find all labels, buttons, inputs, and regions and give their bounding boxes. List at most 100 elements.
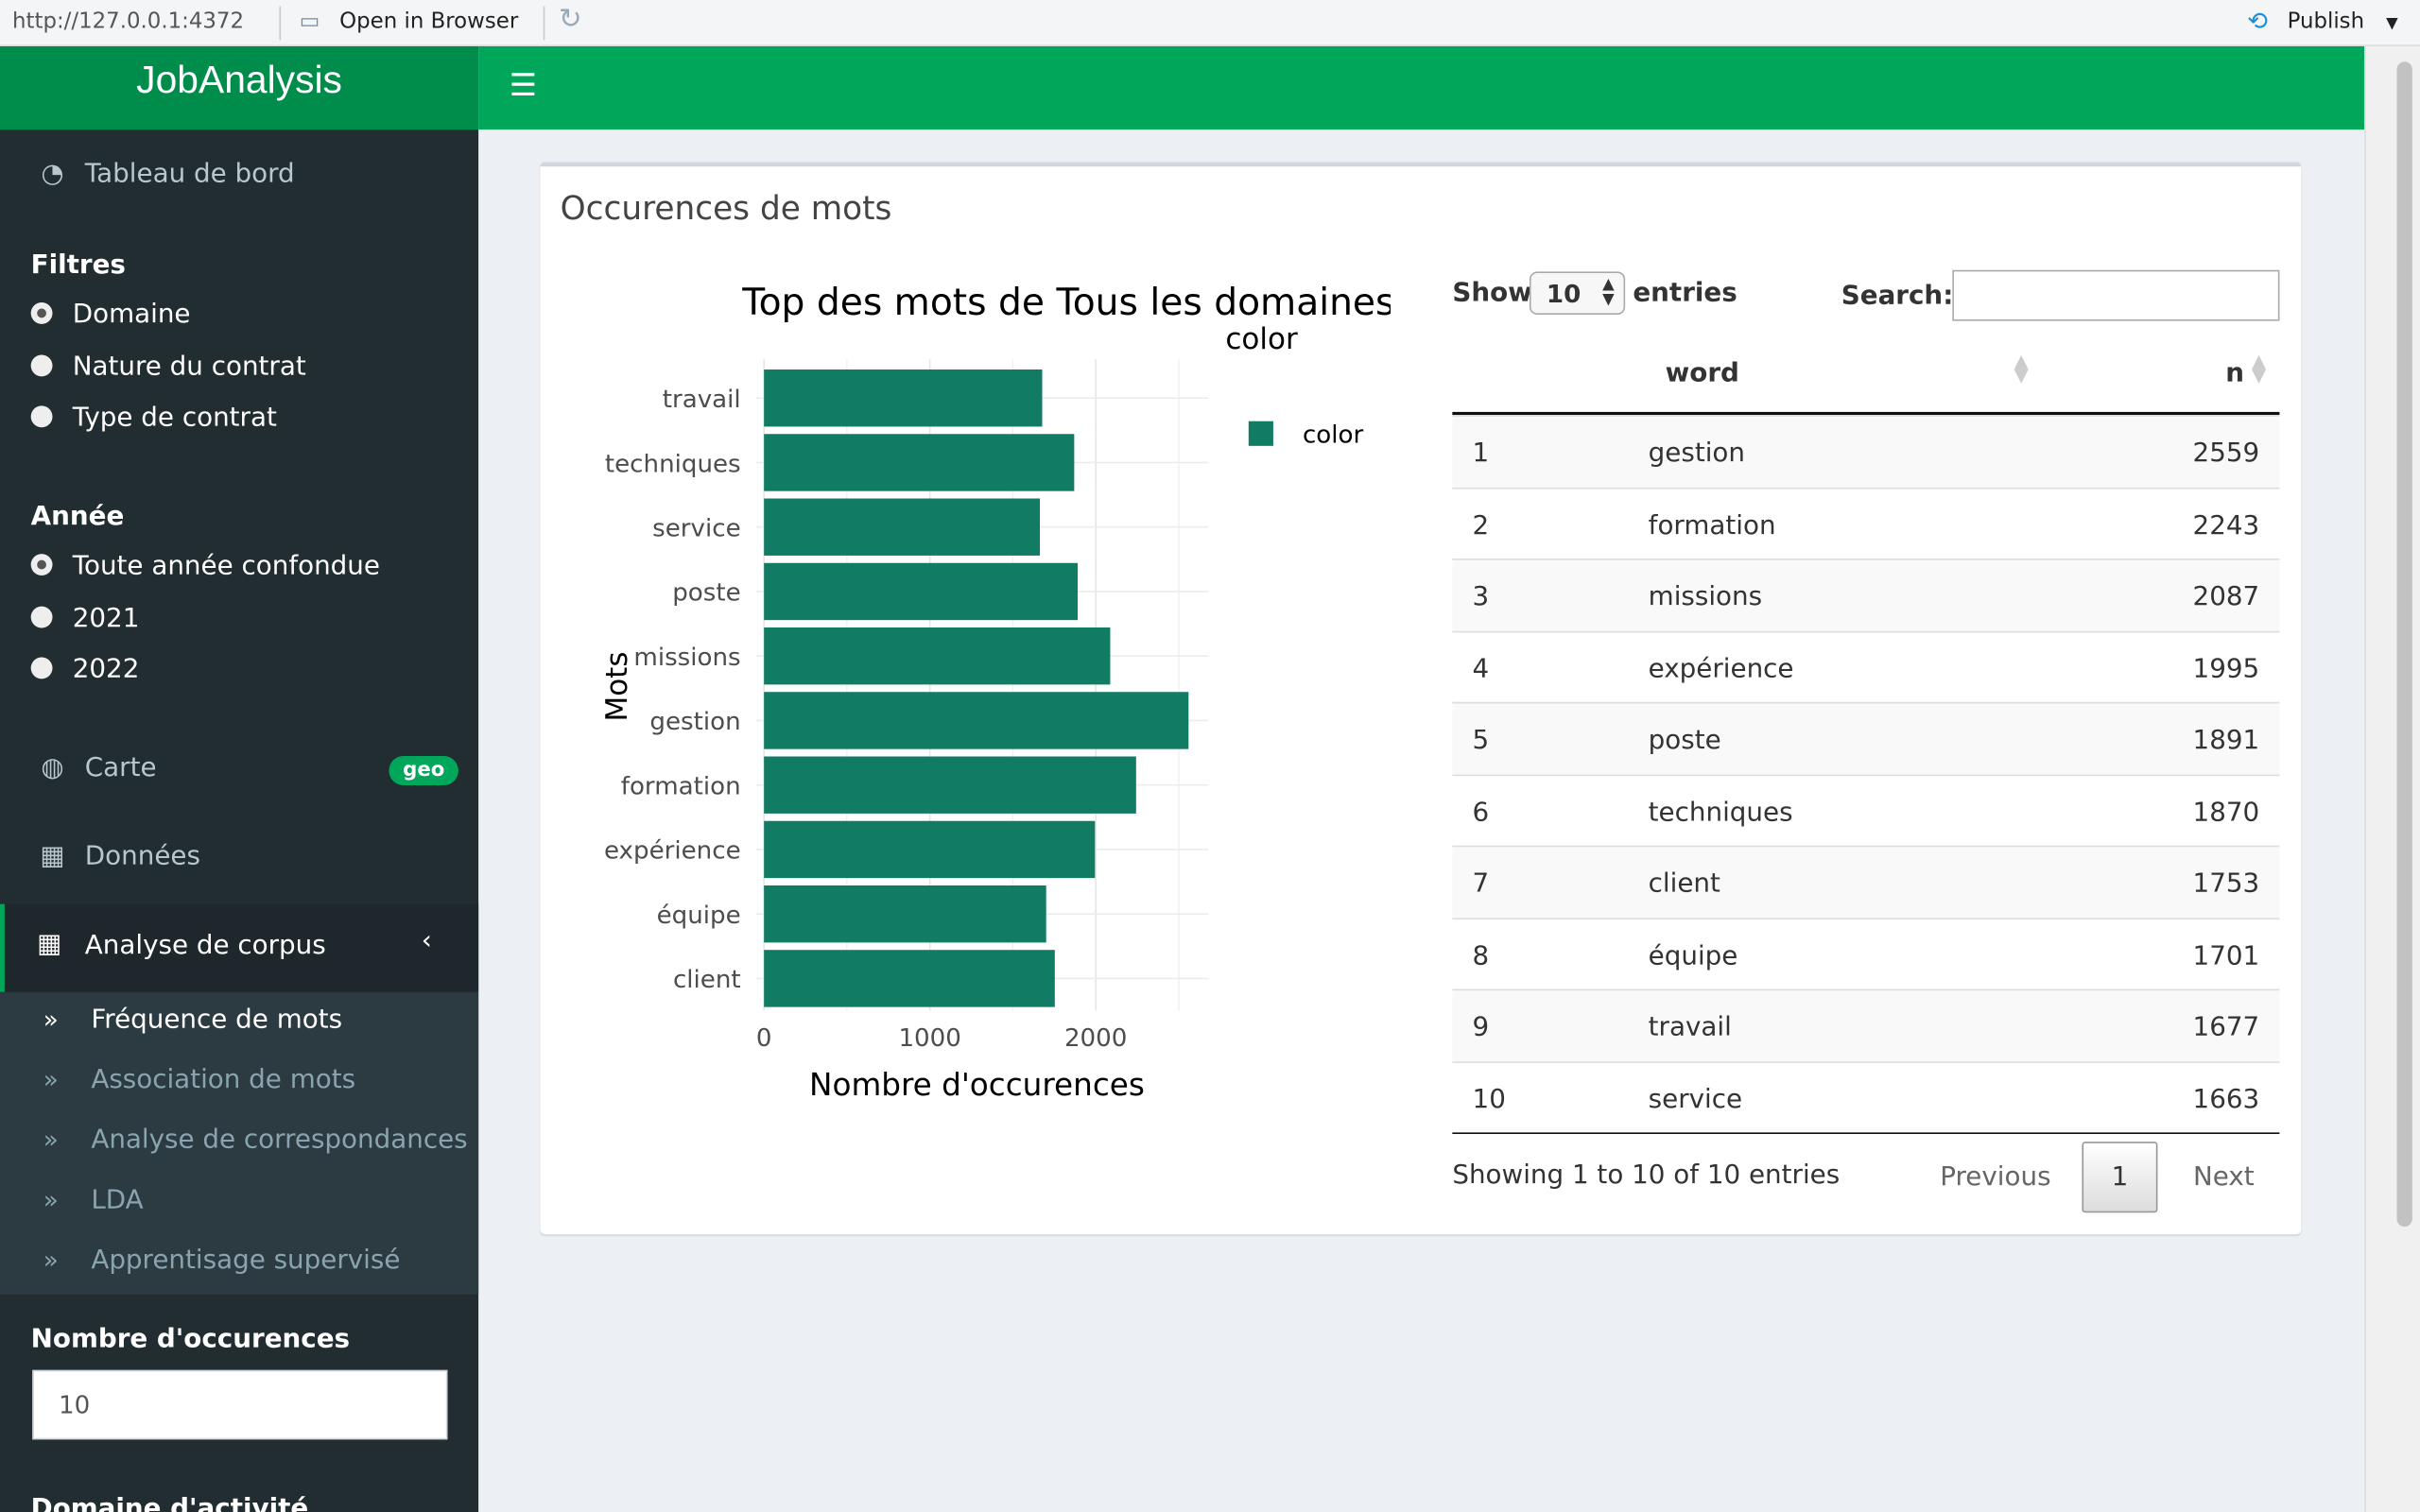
publish-icon: ⟲ (2247, 6, 2269, 36)
row-index: 4 (1472, 653, 1490, 685)
double-chevron-icon: » (43, 1004, 59, 1034)
open-in-browser-button[interactable]: Open in Browser (339, 9, 519, 34)
table-row[interactable]: 10 service 1663 (1452, 1060, 2280, 1132)
row-word: service (1648, 1083, 1743, 1115)
chevron-left-icon: ‹ (421, 925, 432, 957)
bar-équipe (764, 885, 1046, 943)
radio-2021[interactable]: 2021 (30, 603, 139, 634)
year-heading: Année (30, 501, 125, 533)
radio-nature-contrat[interactable]: Nature du contrat (30, 352, 306, 383)
bar-service (764, 498, 1041, 556)
submenu-supervised[interactable]: » Apprentisage supervisé (43, 1245, 401, 1277)
entries-label: entries (1633, 277, 1737, 309)
radio-type-contrat[interactable]: Type de contrat (30, 403, 277, 434)
table-row[interactable]: 8 équipe 1701 (1452, 917, 2280, 989)
bar-chart: Top des mots de Tous les domaines color … (600, 269, 1405, 1103)
double-chevron-icon: » (43, 1125, 59, 1155)
filters-heading: Filtres (30, 249, 126, 282)
submenu-correspondence[interactable]: » Analyse de correspondances (43, 1125, 468, 1156)
row-index: 9 (1472, 1012, 1490, 1043)
row-word: missions (1648, 581, 1763, 613)
table-row[interactable]: 4 expérience 1995 (1452, 629, 2280, 702)
bar-techniques (764, 434, 1075, 491)
table-row[interactable]: 7 client 1753 (1452, 845, 2280, 918)
show-label: Show (1452, 277, 1532, 309)
row-word: poste (1648, 725, 1721, 756)
column-header-word[interactable]: word (1665, 357, 1739, 389)
grid-icon: ▦ (37, 928, 62, 960)
grid-icon: ▦ (40, 840, 65, 872)
row-count: 1995 (2192, 653, 2260, 685)
radio-domaine[interactable]: Domaine (30, 300, 191, 330)
page-1-button[interactable]: 1 (2082, 1142, 2158, 1213)
entries-length-select[interactable]: 10 ▲ ▼ (1529, 271, 1626, 316)
table-row[interactable]: 1 gestion 2559 (1452, 415, 2280, 488)
chart-title: Top des mots de Tous les domaines (741, 282, 1394, 324)
scrollbar-thumb[interactable] (2396, 61, 2412, 1227)
header-bar: ☰ (478, 45, 2365, 130)
sidebar-item-map[interactable]: ◍ Carte geo (0, 753, 478, 793)
row-count: 1677 (2192, 1012, 2260, 1043)
y-tick-label: missions (633, 644, 740, 672)
browser-icon: ▭ (299, 9, 320, 34)
bar-client (764, 950, 1055, 1007)
submenu-word-association[interactable]: » Association de mots (43, 1064, 356, 1096)
url-text: http://127.0.0.1:4372 (12, 9, 245, 34)
chevron-down-icon[interactable]: ▼ (2386, 15, 2398, 33)
row-count: 1891 (2192, 725, 2260, 756)
bar-missions (764, 627, 1111, 685)
bar-travail (764, 369, 1043, 427)
box-title: Occurences de mots (560, 189, 892, 227)
row-word: client (1648, 868, 1720, 900)
occurrences-input[interactable] (32, 1369, 448, 1440)
y-tick-label: expérience (604, 837, 741, 866)
dashboard-icon: ◔ (41, 159, 64, 190)
submenu-word-frequency[interactable]: » Fréquence de mots (43, 1004, 343, 1036)
bar-formation (764, 756, 1136, 814)
refresh-icon[interactable]: ↻ (559, 3, 582, 36)
bar-gestion (764, 692, 1189, 749)
y-tick-label: gestion (649, 708, 740, 736)
sidebar-item-corpus[interactable]: ▦ Analyse de corpus ‹ (0, 903, 479, 992)
sidebar-item-data[interactable]: ▦ Données (0, 841, 478, 881)
x-tick-label: 2000 (1064, 1024, 1127, 1053)
y-tick-label: service (652, 515, 741, 543)
ide-toolbar: http://127.0.0.1:4372 ▭ Open in Browser … (0, 0, 2420, 46)
y-tick-label: poste (672, 579, 740, 608)
row-word: formation (1648, 509, 1776, 541)
sort-icon: ▲ ▼ (2252, 350, 2267, 387)
row-index: 6 (1472, 797, 1490, 828)
radio-2022[interactable]: 2022 (30, 654, 139, 685)
table-row[interactable]: 9 travail 1677 (1452, 988, 2280, 1061)
search-input[interactable] (1952, 269, 2280, 321)
sidebar: ◔ Tableau de bord Filtres Domaine Nature… (0, 129, 479, 1512)
table-header: word ▲ ▼ n ▲ ▼ (1452, 342, 2280, 416)
table-row[interactable]: 3 missions 2087 (1452, 558, 2280, 630)
double-chevron-icon: » (43, 1064, 59, 1094)
globe-icon: ◍ (41, 752, 64, 784)
row-count: 1663 (2192, 1083, 2260, 1115)
table-row[interactable]: 6 techniques 1870 (1452, 773, 2280, 846)
next-button[interactable]: Next (2192, 1161, 2255, 1194)
previous-button[interactable]: Previous (1940, 1161, 2051, 1194)
sidebar-item-dashboard[interactable]: ◔ Tableau de bord (0, 159, 478, 196)
radio-all-years[interactable]: Toute année confondue (30, 551, 380, 582)
table-row[interactable]: 5 poste 1891 (1452, 701, 2280, 774)
row-index: 1 (1472, 438, 1490, 470)
y-tick-label: client (673, 966, 741, 994)
hamburger-menu-icon[interactable]: ☰ (509, 66, 538, 104)
row-word: expérience (1648, 653, 1794, 685)
table-row[interactable]: 2 formation 2243 (1452, 487, 2280, 558)
updown-icon: ▲ ▼ (1602, 276, 1615, 309)
y-tick-label: formation (621, 772, 741, 800)
column-header-n[interactable]: n (2225, 357, 2245, 389)
publish-button[interactable]: Publish (2287, 9, 2365, 34)
row-index: 7 (1472, 868, 1490, 900)
y-tick-label: techniques (605, 450, 741, 478)
bar-expérience (764, 820, 1096, 879)
app-logo[interactable]: JobAnalysis (0, 45, 479, 130)
row-word: équipe (1648, 940, 1738, 971)
occurrences-label: Nombre d'occurences (30, 1323, 351, 1355)
submenu-lda[interactable]: » LDA (43, 1184, 144, 1216)
x-tick-label: 0 (756, 1024, 772, 1053)
